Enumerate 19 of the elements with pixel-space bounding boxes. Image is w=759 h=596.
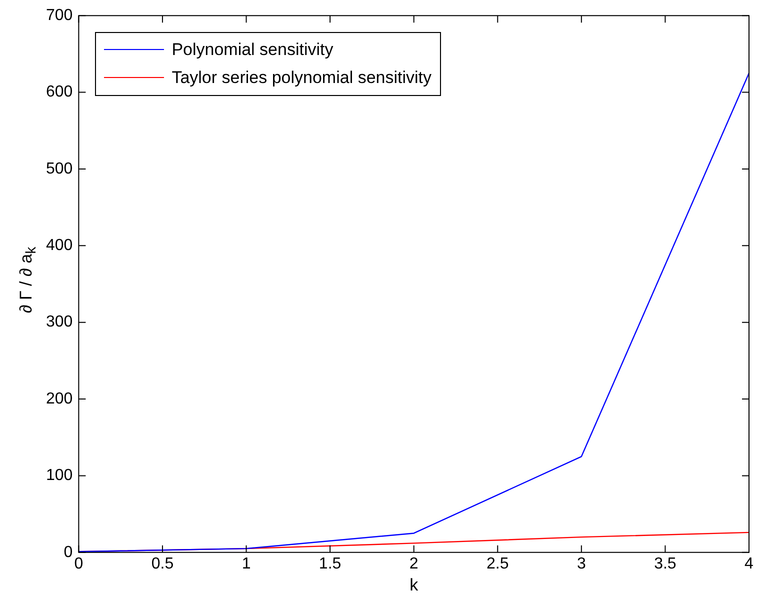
y-tick-label: 100 <box>46 467 73 484</box>
x-tick-label: 1 <box>242 555 251 572</box>
x-tick-label: 4 <box>744 555 754 572</box>
x-axis-title: k <box>410 575 419 594</box>
legend-label: Polynomial sensitivity <box>172 40 334 60</box>
x-tick-label: 3 <box>576 555 586 572</box>
x-tick-label: 0.5 <box>151 555 174 572</box>
x-tick-label: 2 <box>409 555 418 572</box>
y-tick-label: 200 <box>46 390 73 408</box>
x-tick-label: 1.5 <box>318 555 342 572</box>
y-tick-label: 500 <box>46 160 73 178</box>
y-tick-label: 0 <box>64 544 73 561</box>
legend-label: Taylor series polynomial sensitivity <box>172 68 432 88</box>
x-tick-label: 3.5 <box>654 555 676 572</box>
x-tick-label: 2.5 <box>486 555 509 572</box>
y-tick-label: 600 <box>46 84 73 101</box>
y-tick-label: 400 <box>46 237 73 254</box>
y-tick-label: 700 <box>46 7 73 24</box>
y-tick-label: 300 <box>46 314 73 331</box>
